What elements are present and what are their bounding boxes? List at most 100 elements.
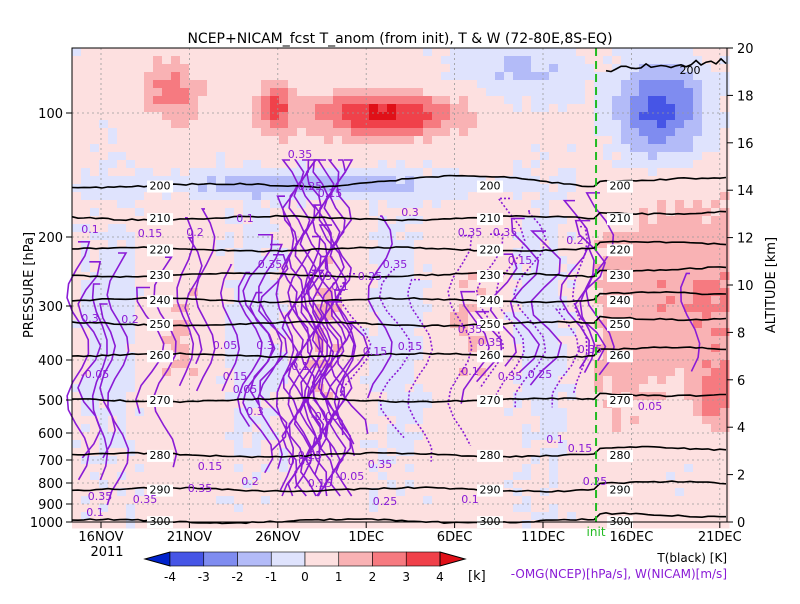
anomaly-cell: [540, 400, 550, 409]
anomaly-cell: [684, 248, 694, 257]
anomaly-cell: [270, 200, 280, 209]
anomaly-cell: [351, 280, 361, 289]
anomaly-cell: [351, 144, 361, 153]
anomaly-cell: [297, 512, 307, 521]
anomaly-cell: [387, 144, 397, 153]
anomaly-cell: [315, 64, 325, 73]
anomaly-cell: [405, 144, 415, 153]
anomaly-cell: [432, 400, 442, 409]
anomaly-cell: [162, 304, 172, 313]
anomaly-cell: [639, 56, 649, 65]
anomaly-cell: [477, 416, 487, 425]
anomaly-cell: [576, 128, 586, 137]
anomaly-cell: [198, 504, 208, 513]
anomaly-cell: [504, 520, 514, 529]
anomaly-cell: [504, 128, 514, 137]
anomaly-cell: [603, 144, 613, 153]
anomaly-cell: [144, 328, 154, 337]
anomaly-cell: [603, 232, 613, 241]
anomaly-cell: [477, 472, 487, 481]
anomaly-cell: [117, 424, 127, 433]
anomaly-cell: [711, 72, 721, 81]
anomaly-cell: [270, 248, 280, 257]
anomaly-cell: [657, 72, 667, 81]
anomaly-cell: [684, 64, 694, 73]
anomaly-cell: [243, 96, 253, 105]
anomaly-cell: [414, 392, 424, 401]
anomaly-cell: [540, 224, 550, 233]
anomaly-cell: [180, 64, 190, 73]
anomaly-cell: [549, 216, 559, 225]
anomaly-cell: [162, 288, 172, 297]
anomaly-cell: [603, 168, 613, 177]
anomaly-cell: [387, 200, 397, 209]
anomaly-cell: [234, 328, 244, 337]
anomaly-cell: [342, 384, 352, 393]
date-tick-label: 16NOV: [78, 530, 123, 545]
anomaly-cell: [396, 192, 406, 201]
anomaly-cell: [531, 408, 541, 417]
anomaly-cell: [153, 176, 163, 185]
anomaly-cell: [342, 512, 352, 521]
anomaly-cell: [432, 336, 442, 345]
anomaly-cell: [621, 112, 631, 121]
anomaly-cell: [108, 304, 118, 313]
anomaly-cell: [468, 408, 478, 417]
anomaly-cell: [387, 280, 397, 289]
anomaly-cell: [423, 80, 433, 89]
anomaly-cell: [108, 464, 118, 473]
anomaly-cell: [477, 120, 487, 129]
anomaly-cell: [684, 200, 694, 209]
anomaly-cell: [153, 480, 163, 489]
anomaly-cell: [126, 248, 136, 257]
anomaly-cell: [198, 352, 208, 361]
temperature-label-bg: [607, 318, 633, 331]
anomaly-cell: [126, 136, 136, 145]
anomaly-cell: [630, 272, 640, 281]
anomaly-cell: [207, 376, 217, 385]
anomaly-cell: [648, 520, 658, 529]
anomaly-cell: [171, 144, 181, 153]
anomaly-cell: [288, 64, 298, 73]
anomaly-cell: [225, 336, 235, 345]
temperature-label: 220: [610, 243, 631, 256]
anomaly-cell: [324, 96, 334, 105]
anomaly-cell: [180, 72, 190, 81]
anomaly-cell: [252, 200, 262, 209]
colorbar-swatch: [270, 551, 306, 567]
anomaly-cell: [198, 400, 208, 409]
anomaly-cell: [279, 360, 289, 369]
anomaly-cell: [666, 96, 676, 105]
anomaly-cell: [513, 184, 523, 193]
anomaly-cell: [648, 304, 658, 313]
anomaly-cell: [252, 344, 262, 353]
anomaly-cell: [675, 120, 685, 129]
anomaly-cell: [558, 432, 568, 441]
anomaly-cell: [360, 432, 370, 441]
anomaly-cell: [432, 240, 442, 249]
anomaly-cell: [306, 392, 316, 401]
anomaly-cell: [387, 184, 397, 193]
anomaly-cell: [675, 432, 685, 441]
anomaly-cell: [558, 464, 568, 473]
anomaly-cell: [666, 88, 676, 97]
anomaly-cell: [99, 104, 109, 113]
anomaly-cell: [576, 176, 586, 185]
anomaly-cell: [108, 64, 118, 73]
anomaly-cell: [270, 136, 280, 145]
anomaly-cell: [342, 112, 352, 121]
anomaly-cell: [711, 416, 721, 425]
anomaly-cell: [522, 88, 532, 97]
anomaly-cell: [333, 56, 343, 65]
anomaly-cell: [432, 72, 442, 81]
anomaly-cell: [333, 448, 343, 457]
anomaly-cell: [585, 432, 595, 441]
anomaly-cell: [99, 128, 109, 137]
anomaly-cell: [72, 176, 82, 185]
anomaly-cell: [72, 120, 82, 129]
anomaly-cell: [441, 488, 451, 497]
anomaly-cell: [432, 344, 442, 353]
anomaly-cell: [657, 256, 667, 265]
anomaly-cell: [99, 320, 109, 329]
anomaly-cell: [522, 224, 532, 233]
